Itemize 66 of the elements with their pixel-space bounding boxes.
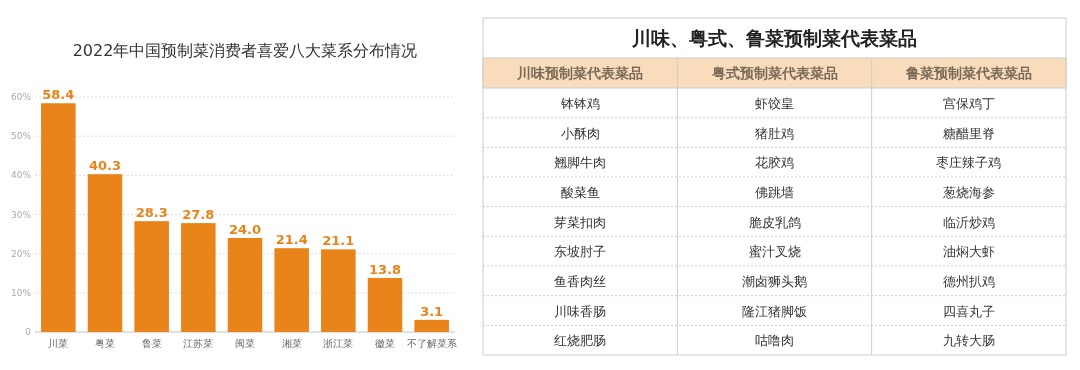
text: 咕噜肉 bbox=[755, 333, 794, 349]
x-tick-label: 川菜 bbox=[48, 338, 69, 349]
text: 东坡肘子 bbox=[554, 244, 607, 260]
x-tick-label: 闽菜 bbox=[235, 338, 255, 349]
text: 临沂炒鸡 bbox=[942, 214, 995, 230]
text: 虾饺皇 bbox=[755, 95, 794, 111]
x-tick-label: 粤菜 bbox=[95, 338, 115, 349]
data-label: 40.3 bbox=[88, 158, 122, 174]
y-tick-label: 10% bbox=[10, 287, 32, 298]
bar bbox=[274, 248, 309, 332]
text: 蜜汁叉烧 bbox=[748, 244, 801, 260]
category-label: 鲁菜预制菜代表菜品 bbox=[904, 65, 1032, 81]
bar bbox=[227, 238, 263, 332]
text: 四喜丸子 bbox=[942, 303, 995, 319]
data-label: 28.3 bbox=[135, 205, 168, 221]
text: 小酥肉 bbox=[560, 125, 600, 141]
text: 红烧肥肠 bbox=[554, 333, 607, 349]
y-tick-label: 60% bbox=[10, 92, 32, 102]
data-label: 27.8 bbox=[182, 207, 215, 223]
text: 枣庄辣子鸡 bbox=[936, 155, 1002, 171]
bar bbox=[87, 174, 123, 332]
text: 翘脚牛肉 bbox=[554, 155, 607, 171]
y-tick-label: 30% bbox=[10, 209, 32, 220]
x-tick-label: 鲁菜 bbox=[141, 338, 162, 349]
chart-title: 2022年中国预制菜消费者喜爱八大菜系分布情况 bbox=[72, 41, 418, 60]
text: 猪肚鸡 bbox=[755, 125, 794, 141]
y-tick-label: 50% bbox=[10, 131, 32, 142]
category-label: 川味预制菜代表菜品 bbox=[516, 65, 644, 81]
text: 葱烧海参 bbox=[942, 184, 995, 200]
text: 潮卤狮头鹅 bbox=[742, 273, 807, 289]
bar bbox=[321, 249, 356, 332]
text: 钵钵鸡 bbox=[559, 95, 600, 111]
text: 隆江猪脚饭 bbox=[742, 303, 807, 319]
text: 糖醋里脊 bbox=[942, 125, 995, 141]
data-label: 13.8 bbox=[368, 261, 402, 277]
text: 鱼香肉丝 bbox=[554, 273, 607, 289]
text: 川味、粤式、鲁菜预制菜代表菜品 bbox=[631, 27, 917, 49]
data-label: 24.0 bbox=[228, 222, 262, 237]
text: 九转大肠 bbox=[942, 333, 995, 349]
x-tick-label: 浙江菜 bbox=[323, 338, 354, 349]
text: 酸菜鱼 bbox=[560, 184, 600, 200]
data-label: 21.4 bbox=[275, 232, 308, 248]
bar bbox=[41, 103, 76, 332]
y-tick-label: 0 bbox=[25, 327, 32, 337]
x-tick-label: 徽菜 bbox=[375, 338, 395, 349]
text: 佛跳墙 bbox=[755, 184, 794, 200]
y-tick-label: 40% bbox=[10, 170, 32, 181]
text: 油焖大虾 bbox=[942, 244, 995, 260]
data-label: 21.1 bbox=[322, 233, 355, 249]
bar bbox=[414, 319, 449, 332]
text: 花胶鸡 bbox=[755, 155, 794, 171]
text: 芽菜扣肉 bbox=[554, 214, 607, 230]
x-tick-label: 不了解菜系 bbox=[406, 338, 457, 349]
text: 川味香肠 bbox=[554, 303, 607, 319]
y-tick-label: 20% bbox=[10, 248, 32, 259]
text: 德州扒鸡 bbox=[942, 273, 995, 289]
category-label: 粤式预制菜代表菜品 bbox=[710, 65, 838, 81]
x-tick-label: 湘菜 bbox=[281, 338, 302, 349]
bar bbox=[367, 277, 403, 332]
x-tick-label: 江苏菜 bbox=[183, 338, 214, 349]
text: 宫保鸡丁 bbox=[942, 95, 995, 111]
bar bbox=[134, 221, 169, 332]
bar bbox=[181, 223, 216, 332]
text: 脆皮乳鸽 bbox=[748, 214, 801, 230]
data-label: 3.1 bbox=[420, 303, 444, 319]
data-label: 58.4 bbox=[42, 87, 75, 103]
